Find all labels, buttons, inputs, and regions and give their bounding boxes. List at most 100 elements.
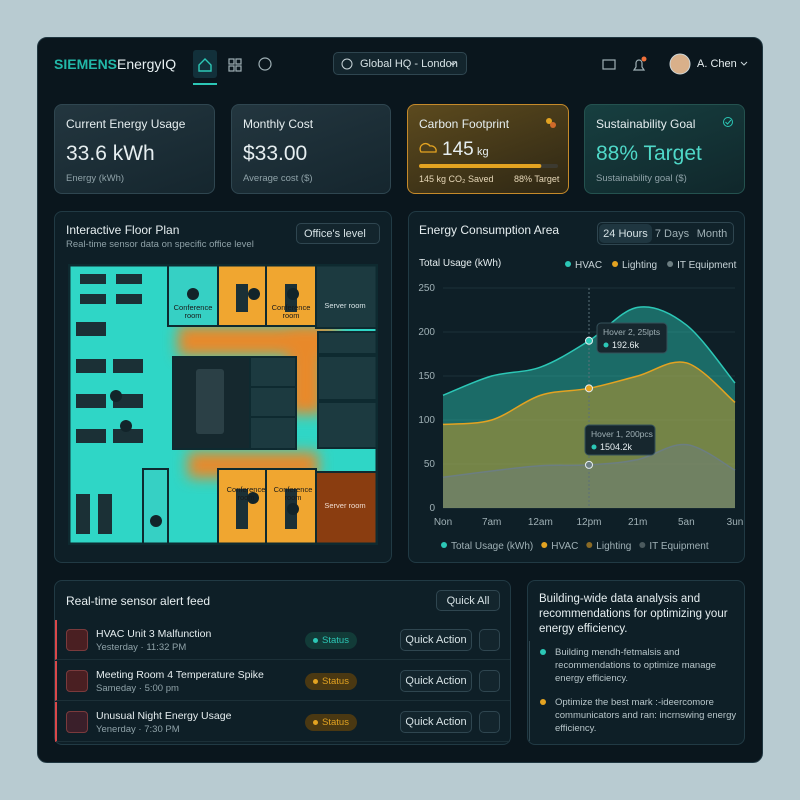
tooltip <box>596 322 668 354</box>
legend-label: IT Equipment <box>649 541 709 552</box>
room[interactable] <box>249 356 297 388</box>
alert-title: Meeting Room 4 Temperature Spike <box>96 669 264 681</box>
floor-plan[interactable] <box>68 264 378 545</box>
alert-icon <box>66 670 88 692</box>
status-pill[interactable]: Status <box>305 714 357 731</box>
avatar[interactable] <box>669 53 691 75</box>
card-value: 33.6 kWh <box>66 142 155 165</box>
mail-icon[interactable] <box>602 59 616 70</box>
legend-label: HVAC <box>575 260 602 271</box>
x-tick-label: 7am <box>482 517 501 528</box>
card-value: 145 <box>442 139 474 160</box>
tab[interactable]: 7 Days <box>653 224 691 243</box>
card <box>584 104 745 194</box>
chart-title: Energy Consumption Area <box>419 223 560 237</box>
action-button[interactable]: Quick Action <box>400 629 472 651</box>
filter-dropdown[interactable]: Quick All <box>436 590 500 611</box>
legend-dot <box>565 261 571 267</box>
status-label: Status <box>322 635 349 646</box>
card-value: 88% Target <box>596 142 702 165</box>
card-title: Current Energy Usage <box>66 117 186 131</box>
area <box>443 306 735 508</box>
room[interactable] <box>317 401 378 449</box>
alert-row <box>55 661 510 701</box>
chevron-button[interactable] <box>479 670 500 692</box>
home-icon[interactable] <box>198 58 212 72</box>
room[interactable] <box>315 264 378 329</box>
action-button[interactable]: Quick Action <box>400 711 472 733</box>
card-target: 88% Target <box>514 174 560 184</box>
room[interactable] <box>317 331 378 355</box>
y-tick-label: 150 <box>418 371 435 382</box>
card-caption: Energy (kWh) <box>66 173 125 184</box>
legend-dot <box>441 542 447 548</box>
card-value: $33.00 <box>243 142 308 165</box>
grid-icon[interactable] <box>228 58 242 72</box>
card-title: Monthly Cost <box>243 117 314 131</box>
user-name[interactable]: A. Chen <box>697 58 737 70</box>
chevron-button[interactable] <box>479 629 500 651</box>
y-tick-label: 0 <box>429 503 435 514</box>
insights-rule <box>529 641 530 741</box>
card-caption: 145 kg CO₂ Saved <box>419 174 494 184</box>
sensors <box>110 288 299 527</box>
card-title: Sustainability Goal <box>596 117 696 131</box>
bullet <box>540 649 546 655</box>
alert-row <box>55 702 510 742</box>
brand: SIEMENS <box>54 56 118 72</box>
room[interactable] <box>249 386 297 418</box>
alert-title: HVAC Unit 3 Malfunction <box>96 628 212 640</box>
user-icons[interactable] <box>598 52 748 78</box>
x-tick-label: 12pm <box>576 517 601 528</box>
carbon-graphics <box>419 142 558 168</box>
x-tick-label: 12am <box>528 517 553 528</box>
location-dropdown[interactable]: Global HQ - London <box>333 52 467 75</box>
level-label: Office's level <box>304 227 366 240</box>
action-label: Quick Action <box>405 634 467 646</box>
room-label: Conference room <box>173 303 213 320</box>
y-axis-label: Total Usage (kWh) <box>419 258 502 269</box>
room[interactable] <box>142 468 169 545</box>
legend-dot <box>586 542 593 548</box>
legend-label: Total Usage (kWh) <box>451 541 533 552</box>
tooltip <box>584 424 656 456</box>
x-tick-label: 5an <box>678 517 695 528</box>
leaf-icon <box>546 118 556 128</box>
action-label: Quick Action <box>405 675 467 687</box>
legend-dot <box>639 542 646 548</box>
tab[interactable]: Month <box>692 224 732 243</box>
room-label: Server room <box>324 501 366 510</box>
area-chart[interactable]: 0 50 100 150 200 250 Non 7am 12am 12pm 21m 5an 3un HV… <box>408 211 745 563</box>
tooltip-value: 1504.2k <box>600 442 633 452</box>
card-caption: Sustainability goal ($) <box>596 173 687 184</box>
insight-item: Building mendh-fetmalsis and recommendat… <box>555 647 717 684</box>
room[interactable] <box>249 416 297 450</box>
status-dot <box>313 720 319 725</box>
tooltip-title: Hover 1, 200pcs <box>591 429 653 439</box>
room[interactable] <box>315 471 378 545</box>
room-label: Conference room <box>271 303 311 320</box>
hover-point <box>585 384 593 393</box>
action-button[interactable]: Quick Action <box>400 670 472 692</box>
help-icon[interactable] <box>258 57 272 71</box>
tab[interactable]: 24 Hours <box>599 224 652 243</box>
nav-icons[interactable] <box>190 50 280 86</box>
user-chevron[interactable] <box>740 61 748 66</box>
chevron-button[interactable] <box>479 711 500 733</box>
alert-row <box>55 620 510 660</box>
x-tick-label: 21m <box>628 517 647 528</box>
progress-fill <box>419 164 542 168</box>
card-title: Carbon Footprint <box>419 117 510 131</box>
room-label: Conference room <box>226 485 266 502</box>
level-dropdown[interactable]: Office's level <box>296 223 380 244</box>
status-pill[interactable]: Status <box>305 632 357 649</box>
room[interactable] <box>317 355 378 401</box>
legend-dot <box>667 261 674 267</box>
bell-icon[interactable] <box>632 59 646 71</box>
card <box>54 104 215 194</box>
y-tick-label: 250 <box>418 283 435 294</box>
status-pill[interactable]: Status <box>305 673 357 690</box>
hover-point <box>585 460 593 469</box>
filter-label: Quick All <box>446 594 490 607</box>
